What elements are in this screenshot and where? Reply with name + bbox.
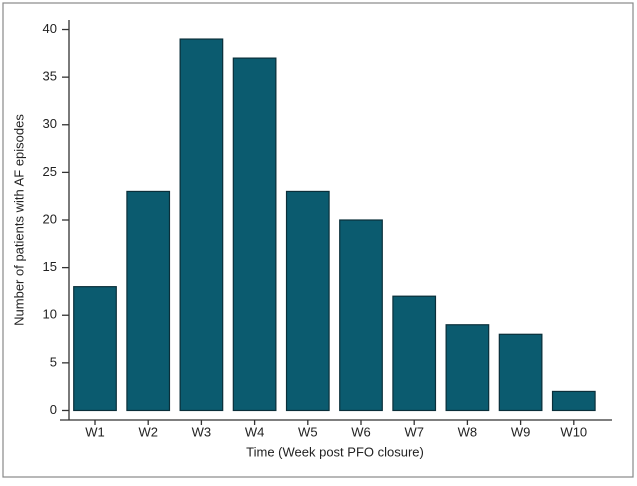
bar (392, 295, 437, 412)
x-tick-label: W2 (138, 424, 158, 439)
bar (73, 286, 117, 412)
x-axis-title: Time (Week post PFO closure) (246, 444, 424, 459)
y-tick-label: 40 (43, 21, 57, 36)
bar (126, 190, 171, 412)
y-axis-title: Number of patients with AF episodes (11, 114, 26, 326)
x-tick-label: W4 (245, 424, 265, 439)
y-tick-label: 20 (43, 211, 57, 226)
bar (551, 390, 596, 412)
y-tick-label: 30 (43, 116, 57, 131)
frame (2, 2, 634, 478)
y-tick-label: 25 (43, 164, 57, 179)
x-tick-label: W7 (404, 424, 424, 439)
y-tick-label: 15 (43, 259, 57, 274)
bar (179, 38, 224, 412)
x-tick-label: W3 (192, 424, 212, 439)
bar (232, 57, 277, 412)
y-tick-label: 5 (50, 354, 57, 369)
x-tick-label: W10 (560, 424, 587, 439)
bar (445, 324, 490, 412)
x-tick-label: W5 (298, 424, 318, 439)
x-tick-label: W6 (351, 424, 371, 439)
bar (498, 333, 543, 412)
x-tick-label: W1 (85, 424, 105, 439)
y-tick-label: 10 (43, 307, 57, 322)
x-tick-label: W9 (511, 424, 531, 439)
y-tick-label: 35 (43, 69, 57, 84)
x-tick-label: W8 (458, 424, 478, 439)
bar (339, 219, 383, 412)
y-tick-label: 0 (50, 402, 57, 417)
bar (285, 190, 330, 412)
